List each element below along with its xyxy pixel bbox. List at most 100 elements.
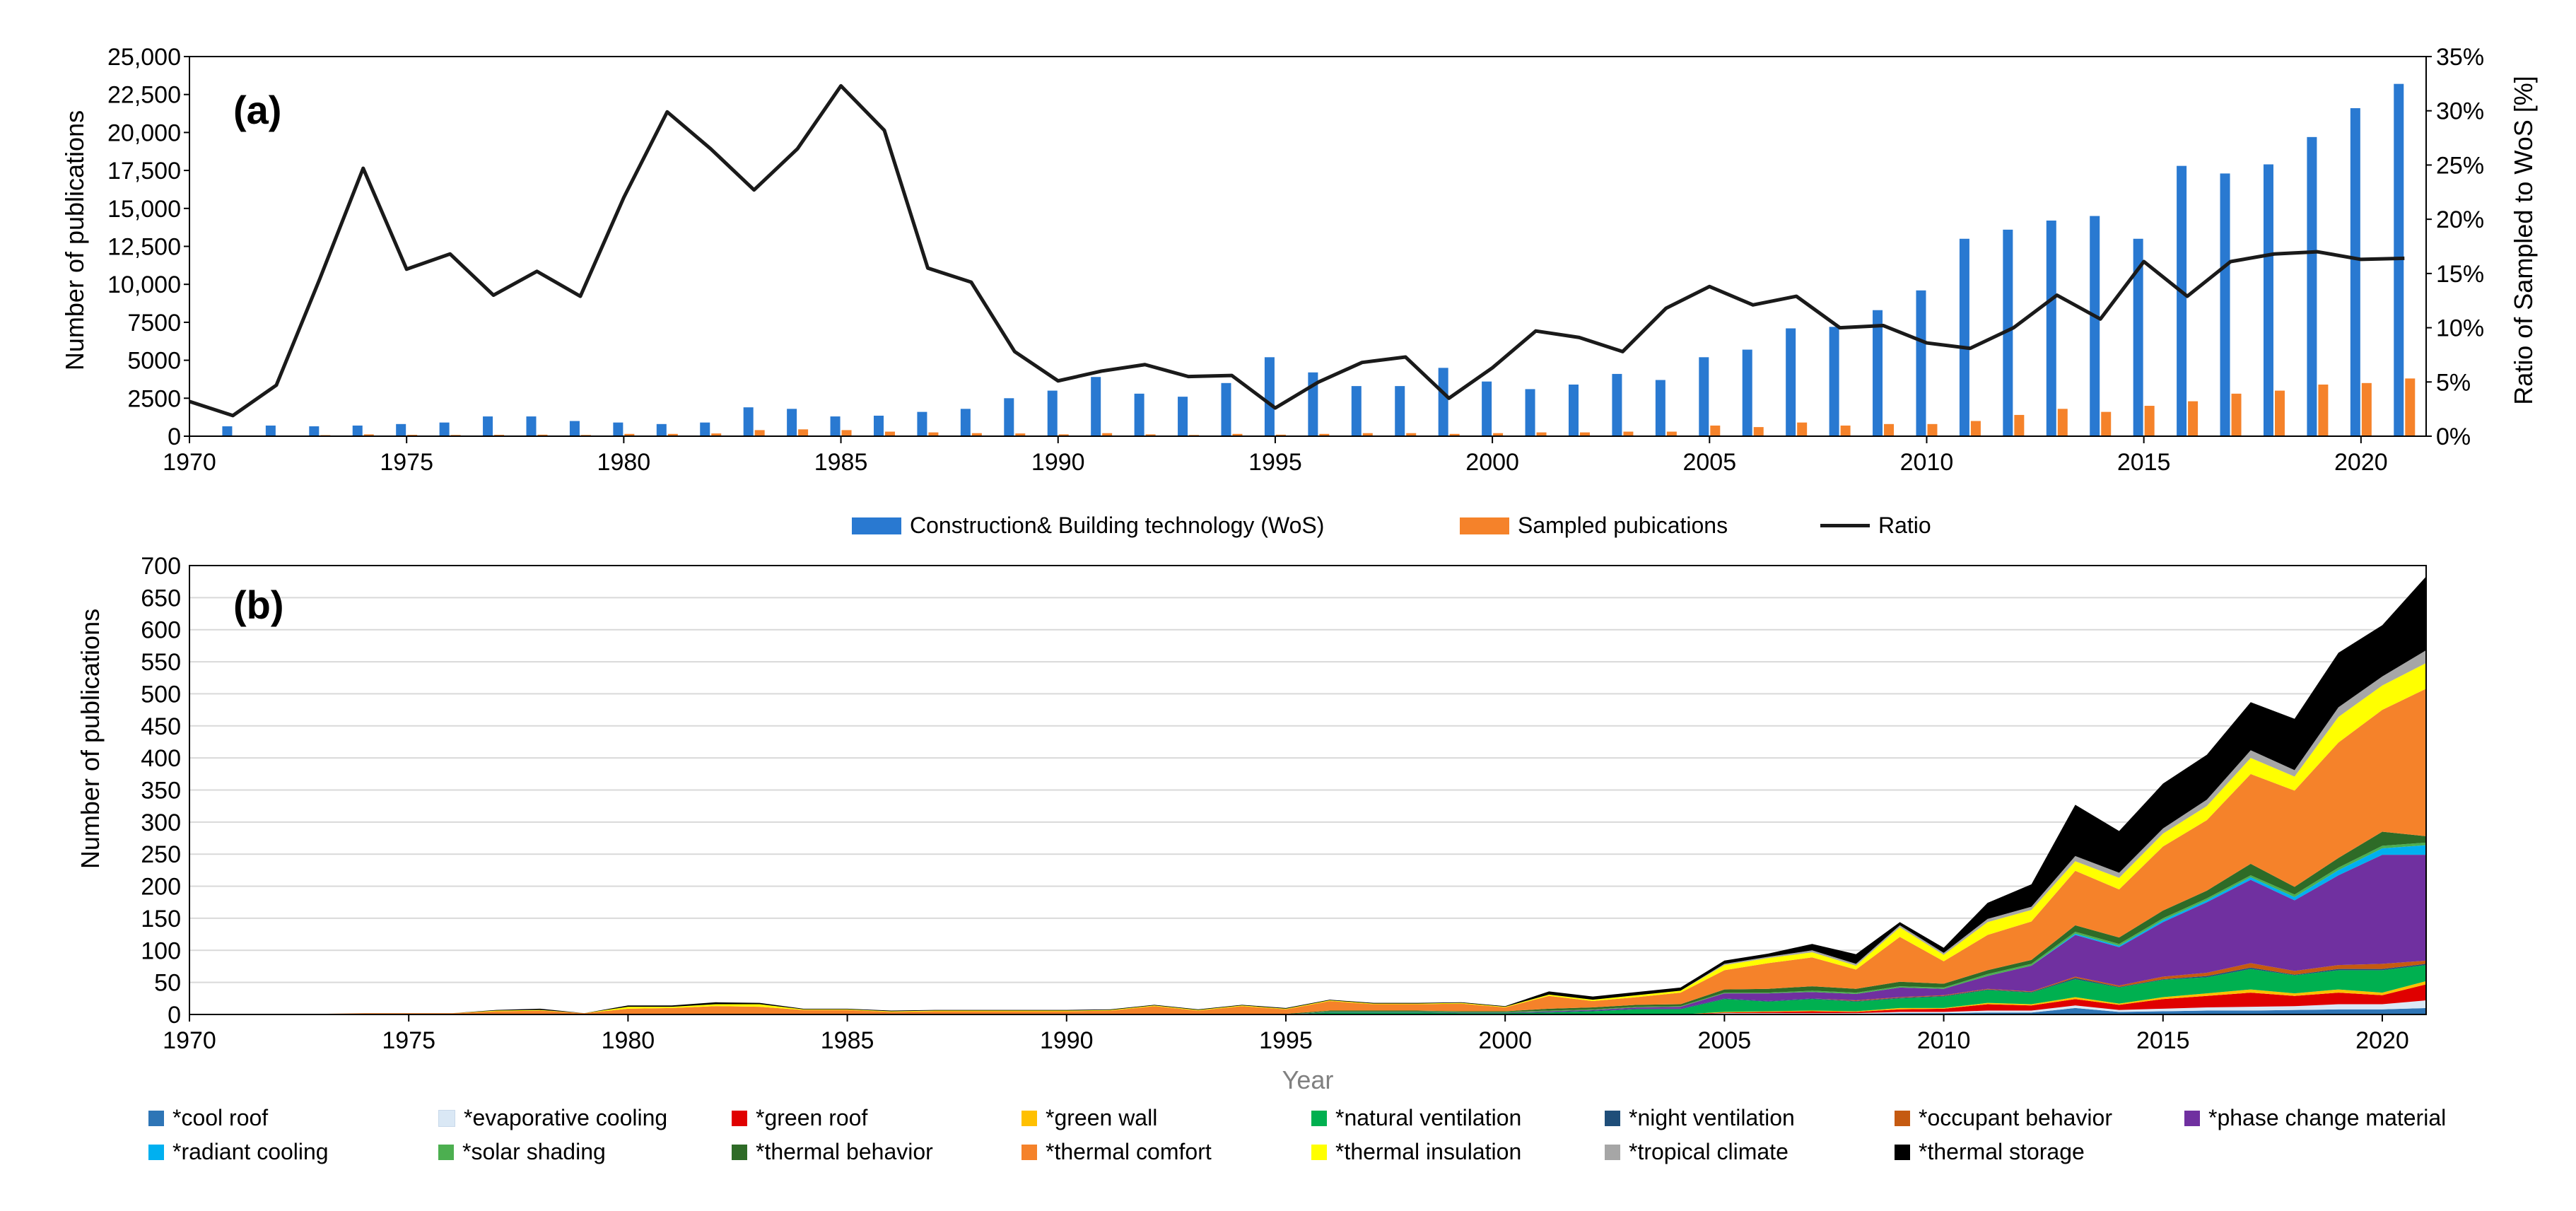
a-y-tick-label: 15,000 — [107, 196, 181, 223]
a-legend-item: Construction& Building technology (WoS) — [852, 513, 1324, 539]
b-legend-label: *natural ventilation — [1335, 1105, 1522, 1130]
b-legend-item: *thermal storage — [1895, 1139, 2085, 1165]
a-bar-wos — [1612, 373, 1622, 436]
a-bar-sampled — [2057, 409, 2068, 436]
b-legend-item: *thermal comfort — [1021, 1139, 1212, 1165]
b-legend-swatch — [1311, 1110, 1327, 1126]
a-bar-wos — [873, 416, 884, 436]
a-panel-label: (a) — [233, 88, 281, 132]
b-stacked-areas — [189, 576, 2426, 1014]
a-bar-wos — [1829, 327, 1839, 436]
legend-b: *cool roof *evaporative cooling *green roo… — [0, 1099, 2576, 1191]
b-legend-item: *radiant cooling — [148, 1139, 329, 1165]
a-x-tick-label: 2015 — [2117, 449, 2171, 476]
a-bar-sampled — [2014, 414, 2025, 436]
b-tick-labels: 0 50 100 150 200 250 300 350 400 450 500 550 600 650 7… — [141, 553, 2409, 1054]
a-bar-wos — [1916, 290, 1926, 436]
a-x-tick-label: 1990 — [1031, 449, 1085, 476]
a-bar-sampled — [971, 433, 982, 436]
a-legend-item: Ratio — [1820, 513, 1931, 539]
a-bar-wos — [483, 416, 493, 436]
a-bar-wos — [743, 407, 754, 436]
a-y-axis-title: Number of publications — [60, 110, 89, 370]
b-legend-label: *thermal behavior — [756, 1139, 933, 1164]
a-bar-sampled — [1145, 434, 1156, 436]
a-ratio-polyline — [189, 83, 2405, 418]
b-x-tick-label: 1995 — [1259, 1027, 1313, 1054]
a-bar-wos — [352, 425, 363, 436]
b-legend-label: *night ventilation — [1629, 1105, 1795, 1130]
a-y-tick-label: 2500 — [127, 385, 181, 412]
b-legend-item: *green wall — [1021, 1105, 1157, 1131]
a-bar-sampled — [2144, 406, 2155, 436]
a-bar-wos — [1525, 389, 1535, 436]
b-y-tick-label: 100 — [141, 937, 181, 964]
chart-b: 0 50 100 150 200 250 300 350 400 450 500 550 600 650 7… — [76, 553, 2427, 1094]
a-bar-wos — [2090, 216, 2100, 436]
a-bar-wos — [1699, 357, 1709, 436]
a-bar-sampled — [1579, 432, 1590, 436]
a-bar-wos — [1091, 377, 1101, 436]
a-bar-sampled — [1449, 433, 1460, 436]
a-bar-sampled — [2101, 411, 2112, 436]
a-bar-sampled — [2188, 401, 2199, 436]
b-legend-swatch — [148, 1144, 164, 1160]
a-y-tick-label: 22,500 — [107, 82, 181, 109]
b-y-tick-label: 300 — [141, 809, 181, 836]
a-axes — [184, 56, 2432, 443]
b-y-axis-title: Number of publications — [76, 609, 105, 869]
b-panel-label: (b) — [233, 583, 284, 627]
b-legend-swatch — [1021, 1144, 1037, 1160]
a-bar-wos — [265, 425, 276, 436]
a-bar-sampled — [711, 433, 722, 436]
a-bar-sampled — [1666, 431, 1677, 436]
a-y2-tick-label: 5% — [2436, 369, 2471, 396]
b-legend-swatch — [732, 1110, 747, 1126]
a-bar-sampled — [2318, 384, 2329, 436]
a-bar-wos — [700, 422, 710, 436]
b-x-tick-label: 1990 — [1040, 1027, 1094, 1054]
a-legend-swatch — [1460, 517, 1509, 534]
b-legend-label: *occupant behavior — [1919, 1105, 2112, 1130]
b-legend-swatch — [1311, 1144, 1327, 1160]
b-y-tick-label: 0 — [168, 1002, 181, 1029]
a-x-tick-label: 2020 — [2334, 449, 2388, 476]
chart-a: 0 2500 5000 7500 10,000 12,500 15,000 17,500 20,… — [60, 44, 2538, 476]
a-bar-sampled — [1623, 431, 1634, 436]
a-bar-wos — [1742, 349, 1752, 436]
b-legend-item: *evaporative cooling — [438, 1105, 667, 1131]
b-legend-item: *solar shading — [438, 1139, 606, 1165]
a-bar-wos — [2177, 165, 2187, 436]
a-bar-sampled — [841, 430, 852, 436]
a-bar-sampled — [1362, 433, 1373, 436]
b-y-tick-label: 700 — [141, 553, 181, 580]
b-legend-item: *thermal insulation — [1311, 1139, 1521, 1165]
a-y2-tick-label: 30% — [2436, 98, 2484, 125]
a-bar-wos — [656, 423, 667, 436]
a-bar-wos — [1438, 368, 1448, 436]
b-legend-item: *thermal behavior — [732, 1139, 933, 1165]
a-bar-wos — [2307, 136, 2317, 436]
a-legend-label: Ratio — [1878, 513, 1931, 538]
a-bar-wos — [1395, 386, 1405, 436]
b-x-axis-title: Year — [1282, 1065, 1334, 1094]
b-legend-item: *phase change material — [2184, 1105, 2446, 1131]
b-legend-label: *thermal insulation — [1335, 1139, 1522, 1164]
a-bar-wos — [2046, 220, 2056, 436]
b-y-tick-label: 550 — [141, 649, 181, 676]
a-y2-axis-title: Ratio of Sampled to WoS [%] — [2509, 76, 2538, 405]
a-bar-wos — [1264, 357, 1275, 436]
b-legend-label: *green roof — [756, 1105, 868, 1130]
b-legend-swatch — [1895, 1144, 1910, 1160]
a-bar-wos — [1873, 310, 1883, 436]
a-bar-sampled — [1927, 423, 1938, 436]
b-legend-swatch — [438, 1109, 455, 1127]
b-x-tick-label: 2000 — [1478, 1027, 1532, 1054]
b-legend-swatch — [1605, 1144, 1620, 1160]
a-bar-sampled — [363, 434, 374, 436]
b-legend-label: *radiant cooling — [172, 1139, 329, 1164]
a-bar-sampled — [537, 434, 548, 436]
a-bar-wos — [787, 409, 797, 436]
b-legend-label: *thermal comfort — [1046, 1139, 1212, 1164]
a-y-tick-label: 5000 — [127, 348, 181, 375]
